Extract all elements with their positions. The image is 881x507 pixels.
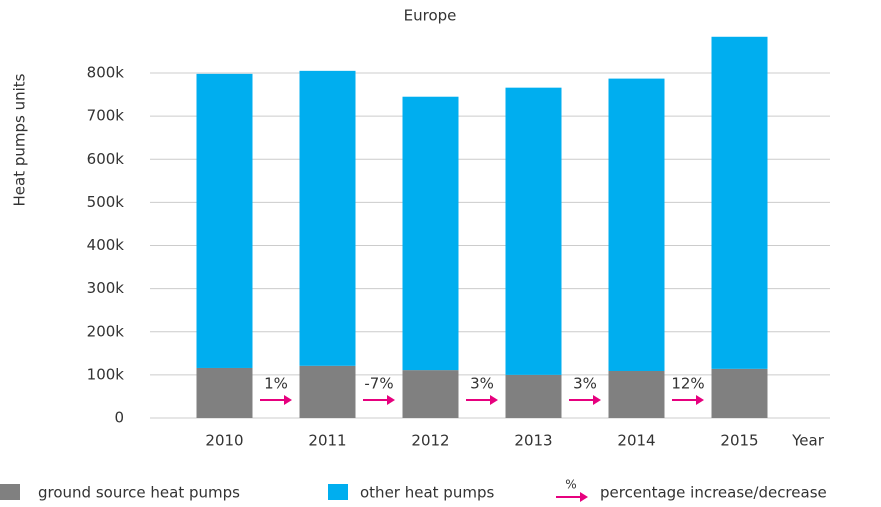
annotation: 3% bbox=[573, 375, 597, 393]
annotation-arrow-head bbox=[284, 395, 292, 405]
x-axis-label: Year bbox=[791, 432, 825, 450]
legend-symbol: % bbox=[565, 478, 576, 492]
bar-segment bbox=[711, 368, 768, 418]
bar-segment bbox=[402, 370, 459, 418]
x-tick-label: 2013 bbox=[514, 432, 552, 450]
bar-segment bbox=[711, 36, 768, 369]
legend-swatch bbox=[0, 484, 20, 500]
legend-arrow-head bbox=[580, 492, 588, 502]
x-tick-label: 2015 bbox=[720, 432, 758, 450]
bar-segment bbox=[196, 73, 253, 368]
annotation-arrow-head bbox=[696, 395, 704, 405]
bar-segment bbox=[608, 370, 665, 418]
legend-label: other heat pumps bbox=[360, 484, 494, 502]
y-tick-label: 600k bbox=[87, 150, 125, 168]
y-tick-label: 0 bbox=[114, 409, 124, 427]
x-tick-label: 2014 bbox=[617, 432, 655, 450]
bar-segment bbox=[608, 78, 665, 371]
bar-segment bbox=[299, 70, 356, 366]
chart-title: Europe bbox=[404, 7, 457, 25]
x-tick-label: 2010 bbox=[205, 432, 243, 450]
bar-segment bbox=[505, 374, 562, 418]
y-tick-label: 700k bbox=[87, 107, 125, 125]
bar-segment bbox=[505, 87, 562, 375]
bar-segment bbox=[196, 367, 253, 418]
legend-swatch bbox=[328, 484, 348, 500]
y-tick-label: 200k bbox=[87, 322, 125, 340]
annotation-arrow-head bbox=[593, 395, 601, 405]
y-tick-label: 500k bbox=[87, 193, 125, 211]
annotation: -7% bbox=[364, 375, 393, 393]
annotation-arrow-head bbox=[387, 395, 395, 405]
legend-label: ground source heat pumps bbox=[38, 484, 240, 502]
annotation: 1% bbox=[264, 375, 288, 393]
y-tick-label: 800k bbox=[87, 64, 125, 82]
annotation: 12% bbox=[671, 375, 704, 393]
y-tick-label: 100k bbox=[87, 365, 125, 383]
bar-segment bbox=[402, 96, 459, 371]
y-tick-label: 300k bbox=[87, 279, 125, 297]
x-tick-label: 2011 bbox=[308, 432, 346, 450]
x-tick-label: 2012 bbox=[411, 432, 449, 450]
y-tick-label: 400k bbox=[87, 236, 125, 254]
annotation: 3% bbox=[470, 375, 494, 393]
bar-segment bbox=[299, 365, 356, 418]
annotation-arrow-head bbox=[490, 395, 498, 405]
y-axis-label: Heat pumps units bbox=[11, 73, 29, 206]
legend-label: percentage increase/decrease bbox=[600, 484, 827, 502]
